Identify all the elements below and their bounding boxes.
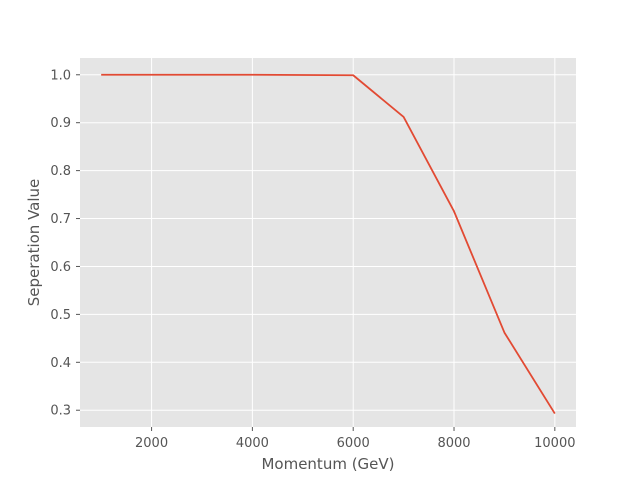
y-axis-label: Seperation Value	[25, 179, 43, 307]
y-tick-label: 1.0	[50, 68, 71, 83]
x-tick-label: 4000	[236, 436, 269, 451]
y-tick-label: 0.6	[50, 260, 71, 275]
x-tick-labels: 2000 4000 6000 8000 10000	[135, 427, 576, 451]
x-tick-label: 8000	[437, 436, 470, 451]
y-tick-labels: 0.3 0.4 0.5 0.6 0.7 0.8 0.9 1.0	[50, 68, 80, 419]
plot-area	[80, 58, 576, 427]
y-tick-label: 0.4	[50, 356, 71, 371]
x-tick-label: 10000	[534, 436, 575, 451]
y-tick-label: 0.8	[50, 164, 71, 179]
series-layer	[101, 73, 556, 415]
y-tick-label: 0.5	[50, 308, 71, 323]
series-line	[101, 73, 556, 415]
y-tick-label: 0.7	[50, 212, 71, 227]
x-axis-label: Momentum (GeV)	[261, 455, 394, 473]
x-tick-label: 2000	[135, 436, 168, 451]
y-tick-label: 0.9	[50, 116, 71, 131]
x-tick-label: 6000	[337, 436, 370, 451]
y-tick-label: 0.3	[50, 404, 71, 419]
